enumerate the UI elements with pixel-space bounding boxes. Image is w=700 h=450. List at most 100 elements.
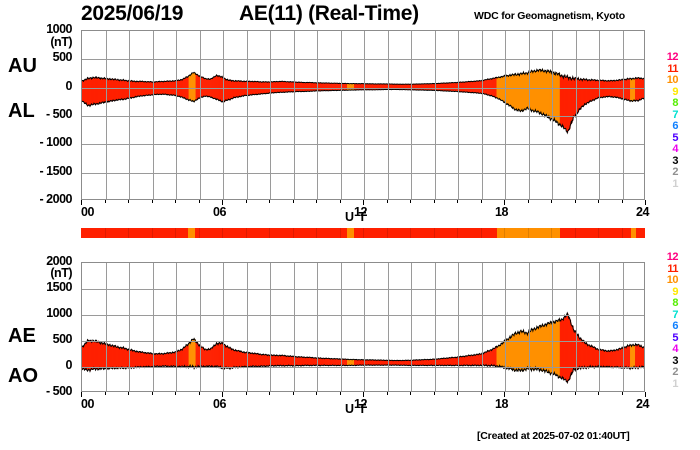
grid-line-vertical xyxy=(623,263,624,391)
grid-line-horizontal xyxy=(82,173,644,174)
x-tick-label: 00 xyxy=(81,205,94,219)
legend-level-2: 2 xyxy=(672,166,678,178)
grid-line-vertical xyxy=(223,31,224,199)
legend-level-6: 6 xyxy=(672,120,678,132)
y-tick-label: 500 xyxy=(52,332,73,346)
grid-line-vertical xyxy=(505,263,506,391)
plot-area-au-al xyxy=(81,30,645,200)
activity-color-bar xyxy=(81,228,645,238)
grid-line-vertical xyxy=(411,263,412,391)
grid-line-vertical xyxy=(458,31,459,199)
legend-level-5: 5 xyxy=(672,131,678,144)
grid-line-vertical xyxy=(482,263,483,391)
grid-line-vertical xyxy=(529,31,530,199)
grid-line-vertical xyxy=(200,31,201,199)
activity-bar-hour-divider xyxy=(128,228,129,238)
grid-line-vertical xyxy=(106,263,107,391)
y-tick-label: 0 xyxy=(65,358,73,372)
legend-level-11: 11 xyxy=(667,262,678,275)
x-tick-mark xyxy=(128,392,129,395)
grid-line-vertical xyxy=(435,31,436,199)
activity-bar-hour-divider xyxy=(198,228,200,238)
x-tick-label: 24 xyxy=(636,205,649,219)
activity-bar-segment xyxy=(346,228,354,238)
grid-line-vertical xyxy=(294,263,295,391)
grid-line-vertical xyxy=(176,263,177,391)
grid-line-vertical xyxy=(270,263,271,391)
y-tick-label: - 1000 xyxy=(39,135,73,150)
y-tick-label: - 500 xyxy=(46,107,73,121)
y-tick-label: 0 xyxy=(65,78,73,93)
x-tick-mark xyxy=(527,200,529,203)
legend-level-10: 10 xyxy=(666,274,679,286)
activity-bar-hour-divider xyxy=(457,228,458,238)
activity-bar-segment xyxy=(630,228,636,238)
activity-bar-hour-divider xyxy=(551,228,552,238)
x-tick-mark xyxy=(269,392,270,395)
x-tick-mark xyxy=(457,200,458,203)
activity-bar-segment xyxy=(496,228,561,238)
x-tick-mark xyxy=(621,200,623,203)
x-tick-label: 12 xyxy=(354,205,367,219)
grid-line-horizontal xyxy=(82,341,644,342)
x-tick-mark xyxy=(316,200,317,203)
grid-line-vertical xyxy=(599,31,600,199)
activity-legend-top: 12 11 10 9 8 7 6 5 4 3 2 1 xyxy=(656,51,679,190)
grid-line-vertical xyxy=(129,31,130,199)
grid-line-vertical xyxy=(576,31,577,199)
x-tick-mark xyxy=(410,200,411,203)
grid-line-horizontal xyxy=(82,289,644,290)
x-tick-mark xyxy=(198,392,200,395)
activity-bar-hour-divider xyxy=(621,228,623,238)
x-tick-mark xyxy=(222,200,223,205)
legend-level-1: 1 xyxy=(672,177,678,190)
x-tick-mark xyxy=(339,392,341,395)
grid-line-vertical xyxy=(364,31,365,199)
activity-bar-hour-divider xyxy=(245,228,247,238)
x-tick-mark xyxy=(551,200,552,203)
grid-line-vertical xyxy=(223,263,224,391)
x-tick-label: 24 xyxy=(636,397,649,411)
x-tick-mark xyxy=(104,392,106,395)
x-tick-mark xyxy=(386,392,388,395)
x-tick-label: 12 xyxy=(354,397,367,411)
activity-bar-hour-divider xyxy=(292,228,294,238)
grid-line-horizontal xyxy=(82,144,644,145)
y-unit-bottom: (nT) xyxy=(50,266,72,280)
activity-bar-hour-divider xyxy=(151,228,153,238)
grid-line-vertical xyxy=(341,31,342,199)
y-tick-label: - 2000 xyxy=(39,192,73,206)
activity-bar-hour-divider xyxy=(222,228,223,238)
y-tick-label: 500 xyxy=(52,50,73,65)
activity-bar-hour-divider xyxy=(386,228,388,238)
grid-line-horizontal xyxy=(82,367,644,368)
activity-bar-hour-divider xyxy=(269,228,270,238)
legend-level-4: 4 xyxy=(672,143,678,155)
x-tick-mark xyxy=(245,392,247,395)
activity-bar-hour-divider xyxy=(527,228,529,238)
x-tick-mark xyxy=(81,200,82,205)
x-tick-label: 06 xyxy=(213,205,226,219)
activity-bar-segment xyxy=(353,228,497,238)
activity-bar-segment xyxy=(560,228,631,238)
x-tick-mark xyxy=(645,200,646,205)
legend-level-10: 10 xyxy=(666,74,679,86)
legend-level-11: 11 xyxy=(667,62,678,75)
grid-line-vertical xyxy=(153,263,154,391)
grid-line-vertical xyxy=(153,31,154,199)
x-tick-mark xyxy=(175,200,176,203)
y-tick-label: 1500 xyxy=(46,280,72,294)
legend-level-3: 3 xyxy=(672,154,678,167)
x-tick-mark xyxy=(269,200,270,203)
legend-level-7: 7 xyxy=(672,108,678,121)
activity-bar-segment xyxy=(194,228,347,238)
attribution-text: WDC for Geomagnetism, Kyoto xyxy=(474,10,625,22)
x-tick-mark xyxy=(574,200,576,203)
activity-bar-hour-divider xyxy=(433,228,435,238)
grid-line-vertical xyxy=(341,263,342,391)
activity-bar-hour-divider xyxy=(504,228,505,238)
grid-line-vertical xyxy=(411,31,412,199)
x-tick-mark xyxy=(316,392,317,395)
x-tick-mark xyxy=(339,200,341,203)
grid-line-vertical xyxy=(552,263,553,391)
